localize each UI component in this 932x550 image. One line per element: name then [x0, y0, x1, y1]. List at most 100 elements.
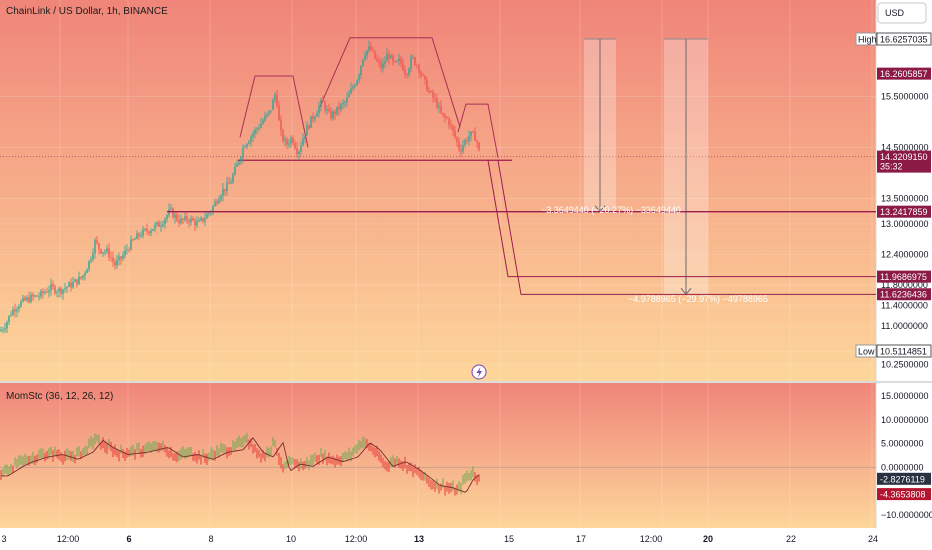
time-label: 10 [286, 534, 296, 544]
candle-body [416, 65, 418, 66]
currency-button[interactable]: USD [877, 2, 927, 24]
candle-body [430, 91, 432, 92]
candle-body [452, 125, 454, 131]
candle-body [182, 218, 184, 220]
candle-body [60, 288, 62, 294]
candle-body [188, 220, 190, 223]
candle-body [280, 120, 282, 131]
indicator-scale[interactable]: 15.0000000 10.0000000 5.0000000 0.0000000 −1… [877, 391, 932, 520]
bolt-icon[interactable] [471, 364, 487, 380]
candle-body [468, 136, 470, 142]
candle-body [366, 50, 368, 56]
candle-body [304, 135, 306, 139]
candle-body [472, 131, 474, 133]
price-tag-label-box [855, 344, 877, 358]
price-tag-label: High [858, 35, 877, 45]
time-label: 15 [504, 534, 514, 544]
candle-body [294, 143, 296, 149]
candle-body [284, 139, 286, 141]
candle-body [334, 111, 336, 115]
candle-body [28, 297, 30, 302]
candle-body [434, 97, 436, 99]
candle-body [432, 91, 434, 98]
candle-body [378, 60, 380, 63]
candle-body [184, 216, 186, 220]
candle-body [112, 257, 114, 262]
projection-path-2 [497, 160, 876, 295]
candle-body [392, 55, 394, 62]
indicator-tick: −10.0000000 [881, 510, 932, 520]
candle-body [396, 60, 398, 62]
candle-body [76, 279, 78, 285]
candle-body [72, 282, 74, 288]
price-tick: 13.0000000 [881, 219, 929, 229]
candle-body [20, 301, 22, 307]
price-tick: 12.4000000 [881, 250, 929, 260]
candle-body [50, 284, 52, 291]
candle-body [180, 218, 182, 224]
candle-body [94, 239, 96, 254]
candle-body [422, 74, 424, 76]
candle-body [138, 233, 140, 237]
price-scale-background [876, 0, 932, 528]
candle-body [144, 228, 146, 230]
candle-body [286, 139, 288, 145]
candle-body [352, 86, 354, 89]
candle-body [90, 259, 92, 261]
candle-body [336, 106, 338, 115]
candle-body [418, 65, 420, 73]
candle-body [344, 102, 346, 103]
candle-body [408, 68, 410, 75]
candle-body [232, 174, 234, 183]
candle-body [52, 284, 54, 287]
indicator-label[interactable]: MomStc (36, 12, 26, 12) [6, 391, 113, 402]
candle-body [216, 201, 218, 204]
candle-body [316, 113, 318, 117]
candle-body [78, 276, 80, 285]
candle-body [62, 289, 64, 294]
candle-body [106, 248, 108, 252]
time-label: 12:00 [345, 534, 368, 544]
price-scale[interactable]: 15.5000000 14.5000000 13.5000000 13.0000000… [855, 32, 932, 369]
symbol-title[interactable]: ChainLink / US Dollar, 1h, BINANCE [6, 6, 168, 17]
candle-body [360, 65, 362, 75]
candle-body [24, 297, 26, 301]
candlestick-series [0, 40, 480, 334]
candle-body [18, 306, 20, 310]
candle-body [354, 85, 356, 87]
price-tag-label-box [855, 32, 877, 46]
pattern-drawings[interactable] [238, 37, 876, 295]
candle-body [36, 295, 38, 297]
pattern-shape-3 [457, 103, 499, 158]
candle-body [296, 148, 298, 155]
price-tag-box [877, 288, 931, 301]
price-tag: 16.6257035 [880, 35, 928, 45]
candle-body [118, 256, 120, 261]
candle-body [58, 288, 60, 292]
time-label: 17 [576, 534, 586, 544]
candle-body [348, 93, 350, 98]
indicator-tick: 5.0000000 [881, 439, 924, 449]
measurement-tools[interactable] [584, 38, 708, 296]
price-tag-box [877, 270, 931, 283]
price-tick: 14.5000000 [881, 142, 929, 152]
candle-body [406, 74, 408, 76]
candle-body [150, 230, 152, 234]
candle-body [92, 253, 94, 260]
candle-body [450, 124, 452, 126]
time-axis[interactable]: 3 12:00 6 8 10 12:00 13 15 17 12:00 20 22 24 [1, 534, 878, 544]
candle-body [80, 276, 82, 279]
price-tag-box [877, 205, 931, 218]
candle-body [244, 146, 246, 148]
candle-body [308, 125, 310, 129]
indicator-pane-background [0, 383, 876, 528]
candle-body [380, 62, 382, 69]
candle-body [444, 115, 446, 118]
momstc-indicator [0, 432, 480, 496]
candle-body [34, 295, 36, 297]
candle-body [26, 297, 28, 301]
candle-body [384, 61, 386, 64]
indicator-tag: -4.3653808 [880, 490, 926, 500]
candle-body [382, 63, 384, 69]
